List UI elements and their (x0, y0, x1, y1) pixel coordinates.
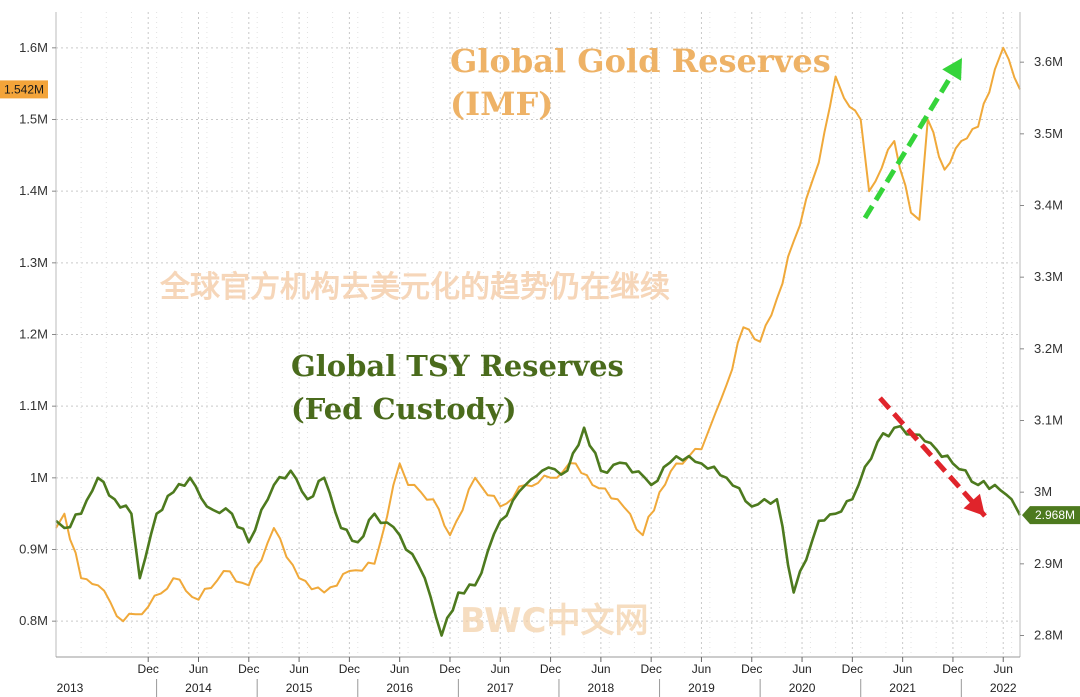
gold-series-title-line2: (IMF) (450, 85, 553, 123)
tsy-badge-label: 2.968M (1035, 508, 1075, 522)
x-axis-year-label: 2015 (286, 681, 313, 695)
x-axis-year-label: 2016 (386, 681, 413, 695)
x-axis-tick-label: Dec (238, 662, 259, 676)
left-axis-tick-label: 0.9M (19, 542, 48, 557)
left-y-axis: 0.8M 0.9M 1M 1.1M 1.2M 1.3M 1.4M 1.5M 1.6M (19, 12, 57, 657)
x-axis-year-label: 2014 (185, 681, 212, 695)
red-downtrend-arrow (878, 396, 987, 518)
left-axis-tick-label: 1.4M (19, 183, 48, 198)
left-axis-tick-label: 1.6M (19, 40, 48, 55)
x-axis-tick-label: Jun (792, 662, 811, 676)
x-axis-tick-label: Dec (339, 662, 360, 676)
left-axis-tick-label: 1M (30, 470, 48, 485)
right-y-axis: 2.8M 2.9M 3M 3.1M 3.2M 3.3M 3.4M 3.5M 3.6M (1019, 12, 1063, 657)
right-axis-tick-label: 3.6M (1034, 54, 1063, 69)
series-titles: Global Gold Reserves (IMF) Global TSY Re… (291, 42, 831, 426)
tsy-series-title-line2: (Fed Custody) (291, 392, 517, 426)
green-uptrend-arrow (862, 56, 965, 220)
left-axis-tick-label: 1.3M (19, 255, 48, 270)
right-axis-tick-label: 3M (1034, 484, 1052, 499)
gold-reserves-line (55, 46, 1021, 623)
x-axis-tick-label: Jun (390, 662, 409, 676)
green-uptrend-arrow-shaft (862, 56, 965, 220)
tsy-series-title-line1: Global TSY Reserves (291, 349, 624, 383)
right-axis-tick-label: 3.1M (1034, 413, 1063, 428)
x-axis-year-label: 2021 (889, 681, 916, 695)
x-axis-year-label: 2017 (487, 681, 514, 695)
x-axis-tick-label: Dec (741, 662, 762, 676)
gold-series-title-line1: Global Gold Reserves (450, 42, 831, 80)
left-axis-tick-label: 1.2M (19, 327, 48, 342)
tsy-last-value-badge: 2.968M (1022, 506, 1080, 525)
left-axis-tick-label: 0.8M (19, 613, 48, 628)
last-value-badges: 1.542M 2.968M (0, 80, 1080, 525)
x-axis-tick-label: Dec (640, 662, 661, 676)
x-axis-tick-label: Jun (591, 662, 610, 676)
watermark-bwc-logo: BWC中文网 (460, 601, 649, 641)
x-axis-tick-label: Jun (491, 662, 510, 676)
x-axis-year-label: 2019 (688, 681, 715, 695)
right-axis-tick-label: 3.3M (1034, 269, 1063, 284)
trend-arrows (862, 56, 987, 518)
right-axis-tick-label: 3.5M (1034, 126, 1063, 141)
x-axis-tick-label: Jun (692, 662, 711, 676)
gridlines (55, 12, 1020, 657)
x-axis-tick-label: Dec (540, 662, 561, 676)
right-axis-tick-label: 3.4M (1034, 198, 1063, 213)
red-downtrend-arrow-head (963, 493, 985, 516)
x-axis-year-label: 2018 (588, 681, 615, 695)
watermarks: 全球官方机构去美元化的趋势仍在继续 BWC中文网 (159, 270, 670, 641)
x-axis-tick-label: Dec (942, 662, 963, 676)
x-axis-year-label: 2013 (57, 681, 84, 695)
left-axis-tick-label: 1.1M (19, 398, 48, 413)
x-axis-year-label: 2022 (990, 681, 1017, 695)
tsy-reserves-line (55, 424, 1022, 637)
x-axis-tick-label: Dec (439, 662, 460, 676)
watermark-chinese-text: 全球官方机构去美元化的趋势仍在继续 (159, 270, 670, 305)
x-axis-tick-label: Jun (994, 662, 1013, 676)
x-axis-tick-label: Jun (189, 662, 208, 676)
right-axis-tick-label: 3.2M (1034, 341, 1063, 356)
gold-last-value-badge: 1.542M (0, 80, 48, 99)
gold-badge-label: 1.542M (4, 82, 44, 96)
tsy-badge-bg (1022, 506, 1080, 525)
x-axis-tick-label: Jun (289, 662, 308, 676)
x-axis-year-label: 2020 (789, 681, 816, 695)
right-axis-tick-label: 2.8M (1034, 628, 1063, 643)
x-axis-tick-label: Dec (842, 662, 863, 676)
x-axis-tick-label: Dec (138, 662, 159, 676)
x-axis-tick-label: Jun (893, 662, 912, 676)
left-axis-tick-label: 1.5M (19, 112, 48, 127)
green-uptrend-arrow-head (942, 58, 962, 81)
x-axis: Dec Jun Dec Jun Dec Jun Dec Jun Dec Jun Dec Jun Dec J… (56, 656, 1020, 697)
gold-badge-bg (0, 80, 48, 99)
red-downtrend-arrow-shaft (878, 396, 987, 518)
right-axis-tick-label: 2.9M (1034, 556, 1063, 571)
series-layer (55, 46, 1022, 637)
